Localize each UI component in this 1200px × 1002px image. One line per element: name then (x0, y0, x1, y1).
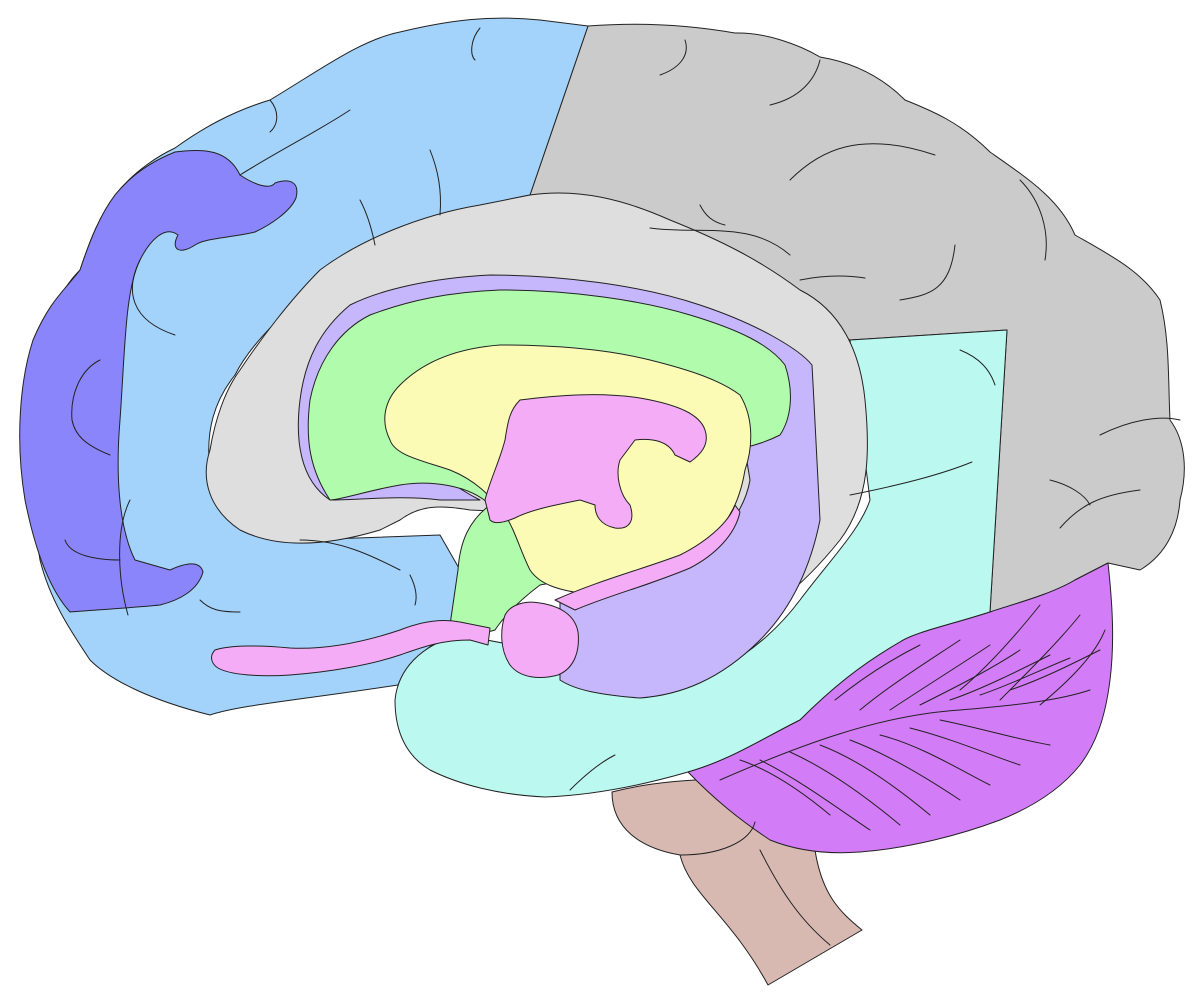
third-ventricle (501, 601, 579, 678)
lateral-ventricle (484, 394, 707, 529)
fourth-ventricle-channel (211, 619, 491, 677)
prefrontal-region (19, 149, 298, 613)
aqueduct-channel (554, 504, 741, 611)
parietal-occipital-lobe (529, 23, 1185, 613)
cortical-folds (64, 27, 1181, 946)
cerebellum-folia (719, 604, 1106, 831)
cerebellum (687, 562, 1114, 854)
